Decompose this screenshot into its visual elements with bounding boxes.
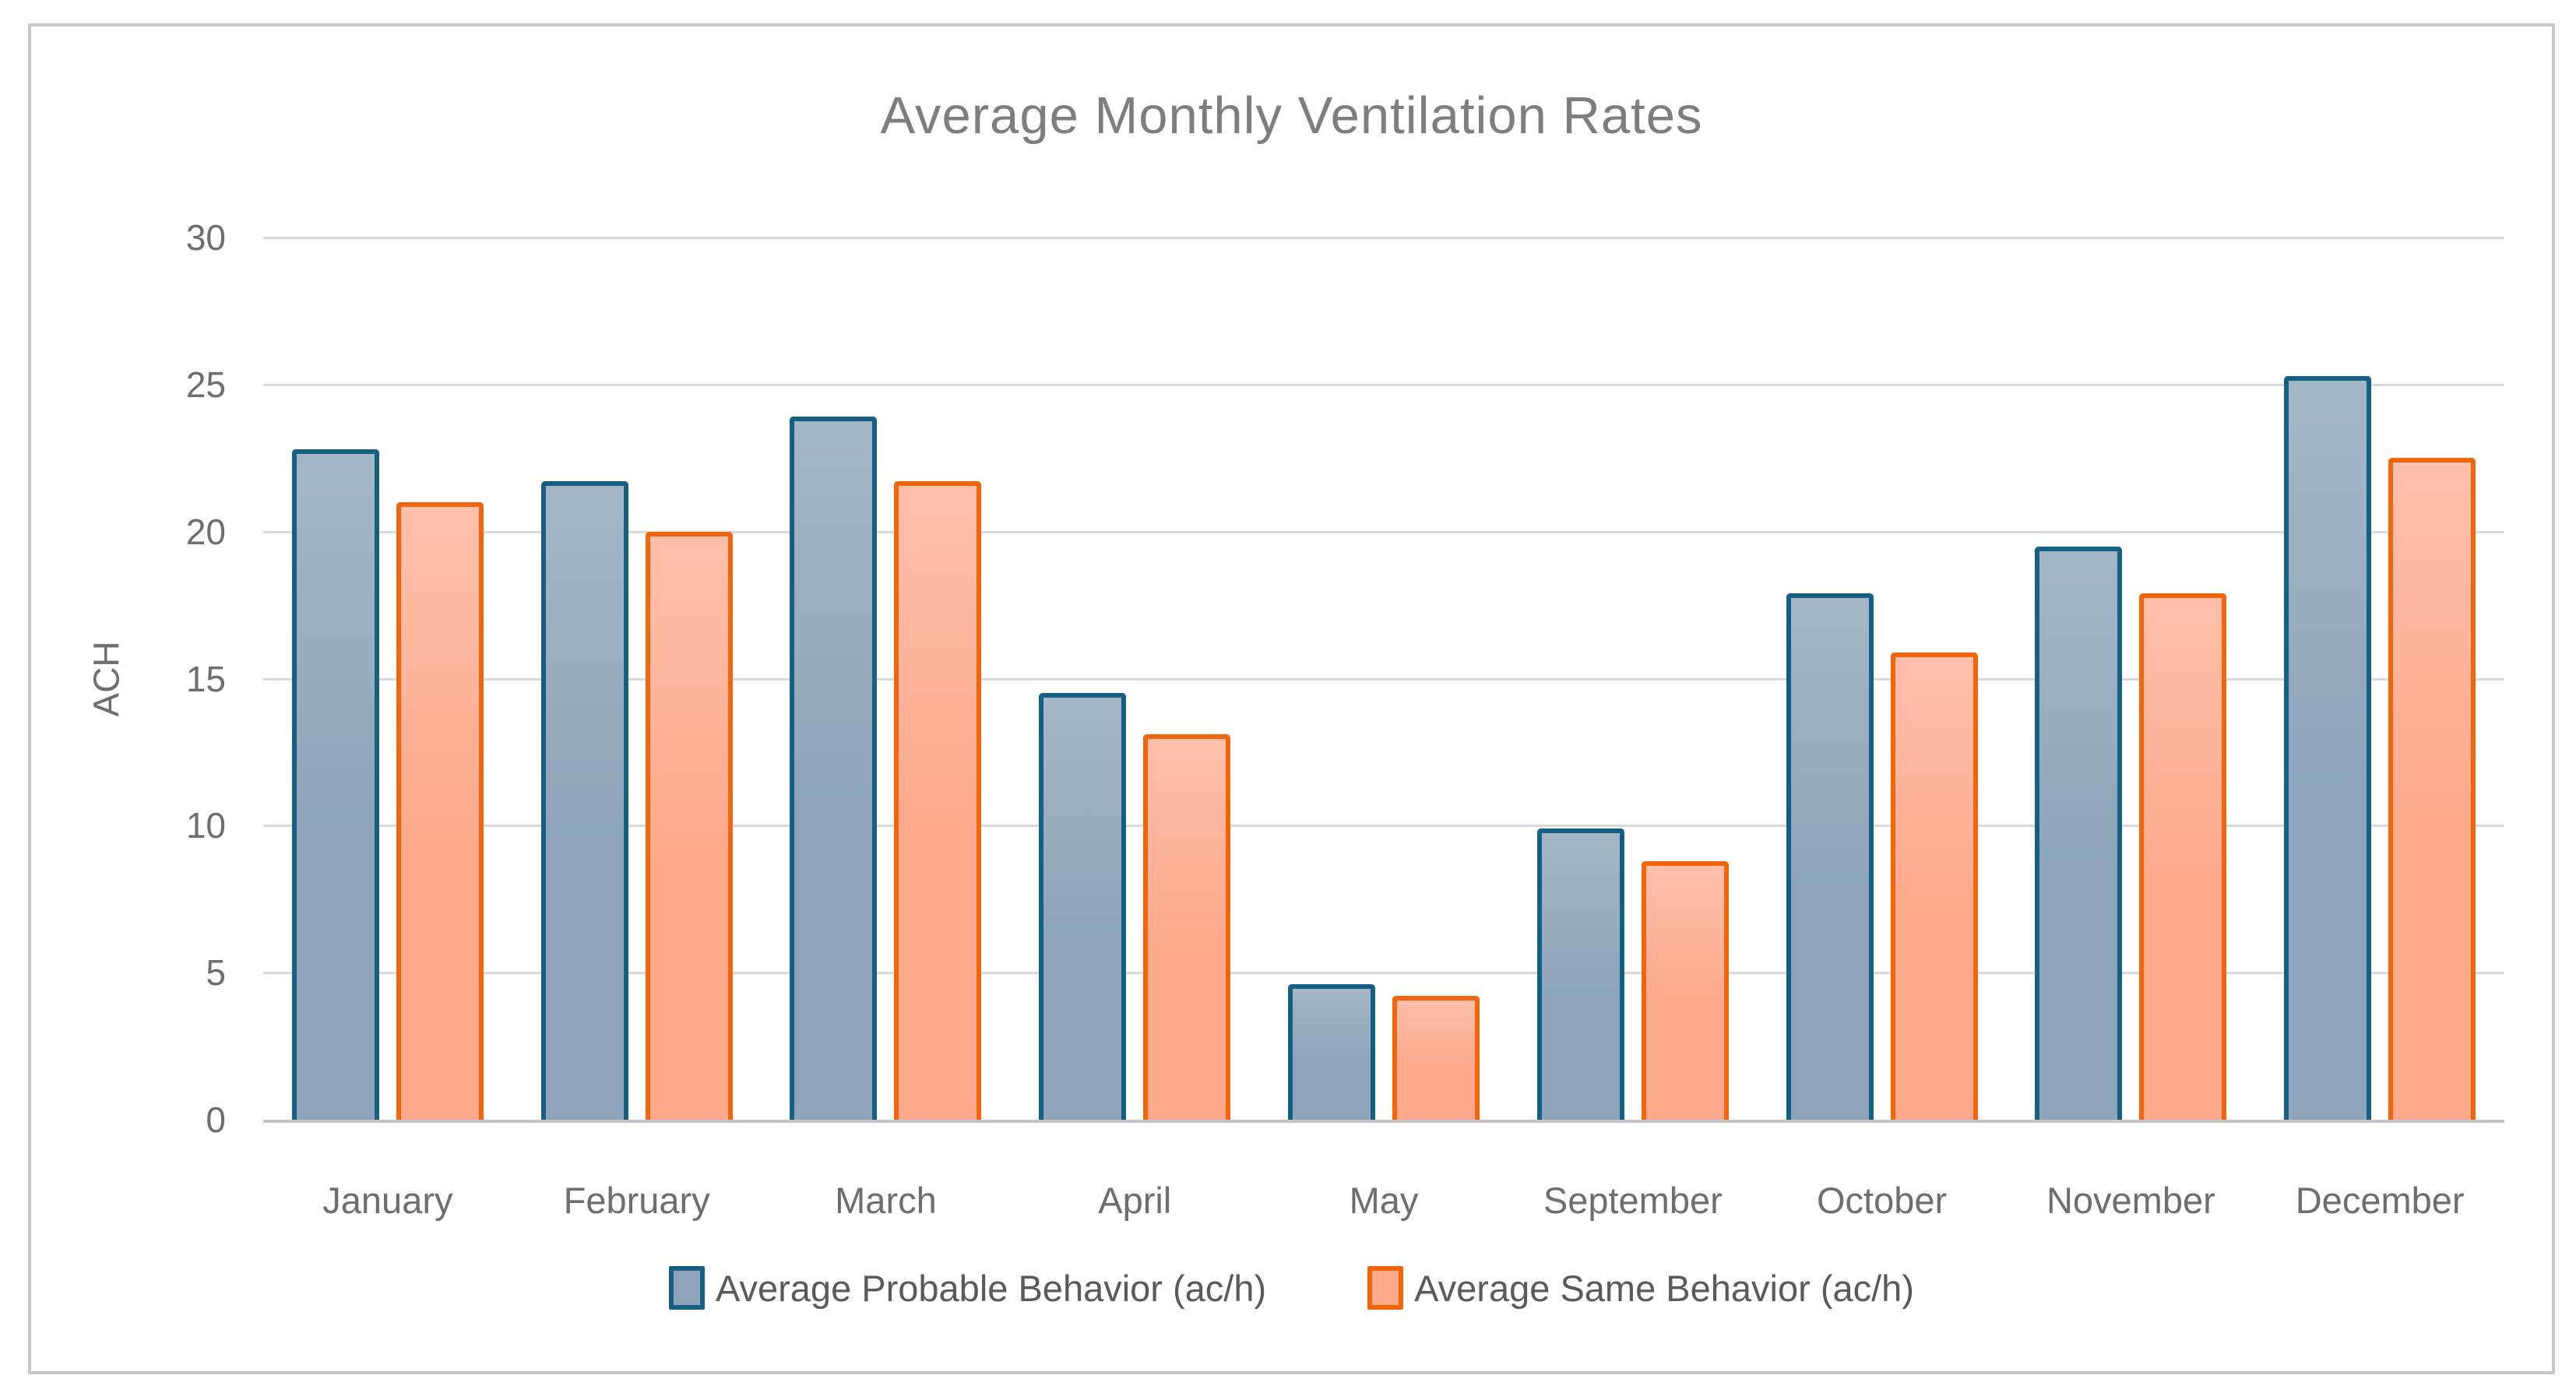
bars-layer <box>263 237 2504 1120</box>
gridline-10 <box>263 825 2504 828</box>
plot-area <box>263 237 2504 1123</box>
bar-november-same <box>2139 593 2227 1120</box>
y-axis-tick-label: 15 <box>185 658 226 699</box>
bar-december-same <box>2388 458 2476 1120</box>
y-axis-tick-label: 20 <box>185 511 226 552</box>
gridline-5 <box>263 972 2504 975</box>
bar-may-same <box>1392 996 1480 1120</box>
bar-november-probable <box>2035 546 2123 1120</box>
bar-april-probable <box>1039 693 1127 1120</box>
bar-october-same <box>1890 652 1978 1120</box>
x-axis-label-may: May <box>1349 1180 1419 1221</box>
bar-group-december <box>2255 237 2504 1120</box>
x-axis-label-november: November <box>2046 1180 2215 1221</box>
bar-march-same <box>894 481 982 1120</box>
bar-group-april <box>1010 237 1259 1120</box>
x-axis-label-december: December <box>2295 1180 2465 1221</box>
bar-january-probable <box>291 448 379 1120</box>
bar-january-same <box>396 501 484 1120</box>
legend-item-0: Average Probable Behavior (ac/h) <box>669 1266 1266 1310</box>
y-axis-tick-label: 0 <box>206 1099 226 1140</box>
x-axis-label-october: October <box>1816 1180 1948 1221</box>
bar-group-january <box>263 237 512 1120</box>
x-axis-label-january: January <box>322 1180 453 1221</box>
bar-may-probable <box>1288 984 1376 1120</box>
y-axis-tick-label: 30 <box>185 217 226 258</box>
gridline-25 <box>263 383 2504 386</box>
y-axis-tick-label: 25 <box>185 364 226 405</box>
bar-group-march <box>762 237 1011 1120</box>
legend-swatch-0 <box>669 1266 705 1310</box>
y-axis-tick-label: 10 <box>185 805 226 846</box>
bar-february-probable <box>540 481 628 1120</box>
bar-april-same <box>1143 734 1231 1120</box>
x-axis-label-april: April <box>1098 1180 1172 1221</box>
bar-group-october <box>1758 237 2007 1120</box>
gridline-15 <box>263 677 2504 681</box>
bar-december-probable <box>2284 375 2372 1120</box>
legend-item-1: Average Same Behavior (ac/h) <box>1367 1266 1914 1310</box>
gridline-20 <box>263 530 2504 533</box>
bar-october-probable <box>1786 593 1874 1120</box>
bar-september-probable <box>1536 828 1624 1120</box>
legend-label-1: Average Same Behavior (ac/h) <box>1414 1267 1914 1309</box>
x-axis-label-february: February <box>563 1180 710 1221</box>
x-axis-label-september: September <box>1543 1180 1723 1221</box>
bar-group-february <box>512 237 762 1120</box>
x-axis-labels: January February March April May September Oct… <box>263 1157 2504 1222</box>
bar-group-september <box>1508 237 1758 1120</box>
bar-group-may <box>1259 237 1508 1120</box>
legend-label-0: Average Probable Behavior (ac/h) <box>716 1267 1267 1309</box>
bar-february-same <box>645 531 733 1120</box>
bar-group-november <box>2006 237 2255 1120</box>
legend-swatch-1 <box>1367 1266 1404 1310</box>
x-axis-label-march: March <box>835 1180 937 1221</box>
legend: Average Probable Behavior (ac/h) Average … <box>31 1266 2552 1310</box>
chart-title: Average Monthly Ventilation Rates <box>880 86 1703 145</box>
y-axis-tick-labels: 0 5 10 15 20 25 30 <box>101 217 226 1140</box>
bar-march-probable <box>790 417 878 1120</box>
bar-september-same <box>1641 860 1729 1120</box>
gridline-30 <box>263 237 2504 239</box>
y-axis-tick-label: 5 <box>206 952 226 994</box>
